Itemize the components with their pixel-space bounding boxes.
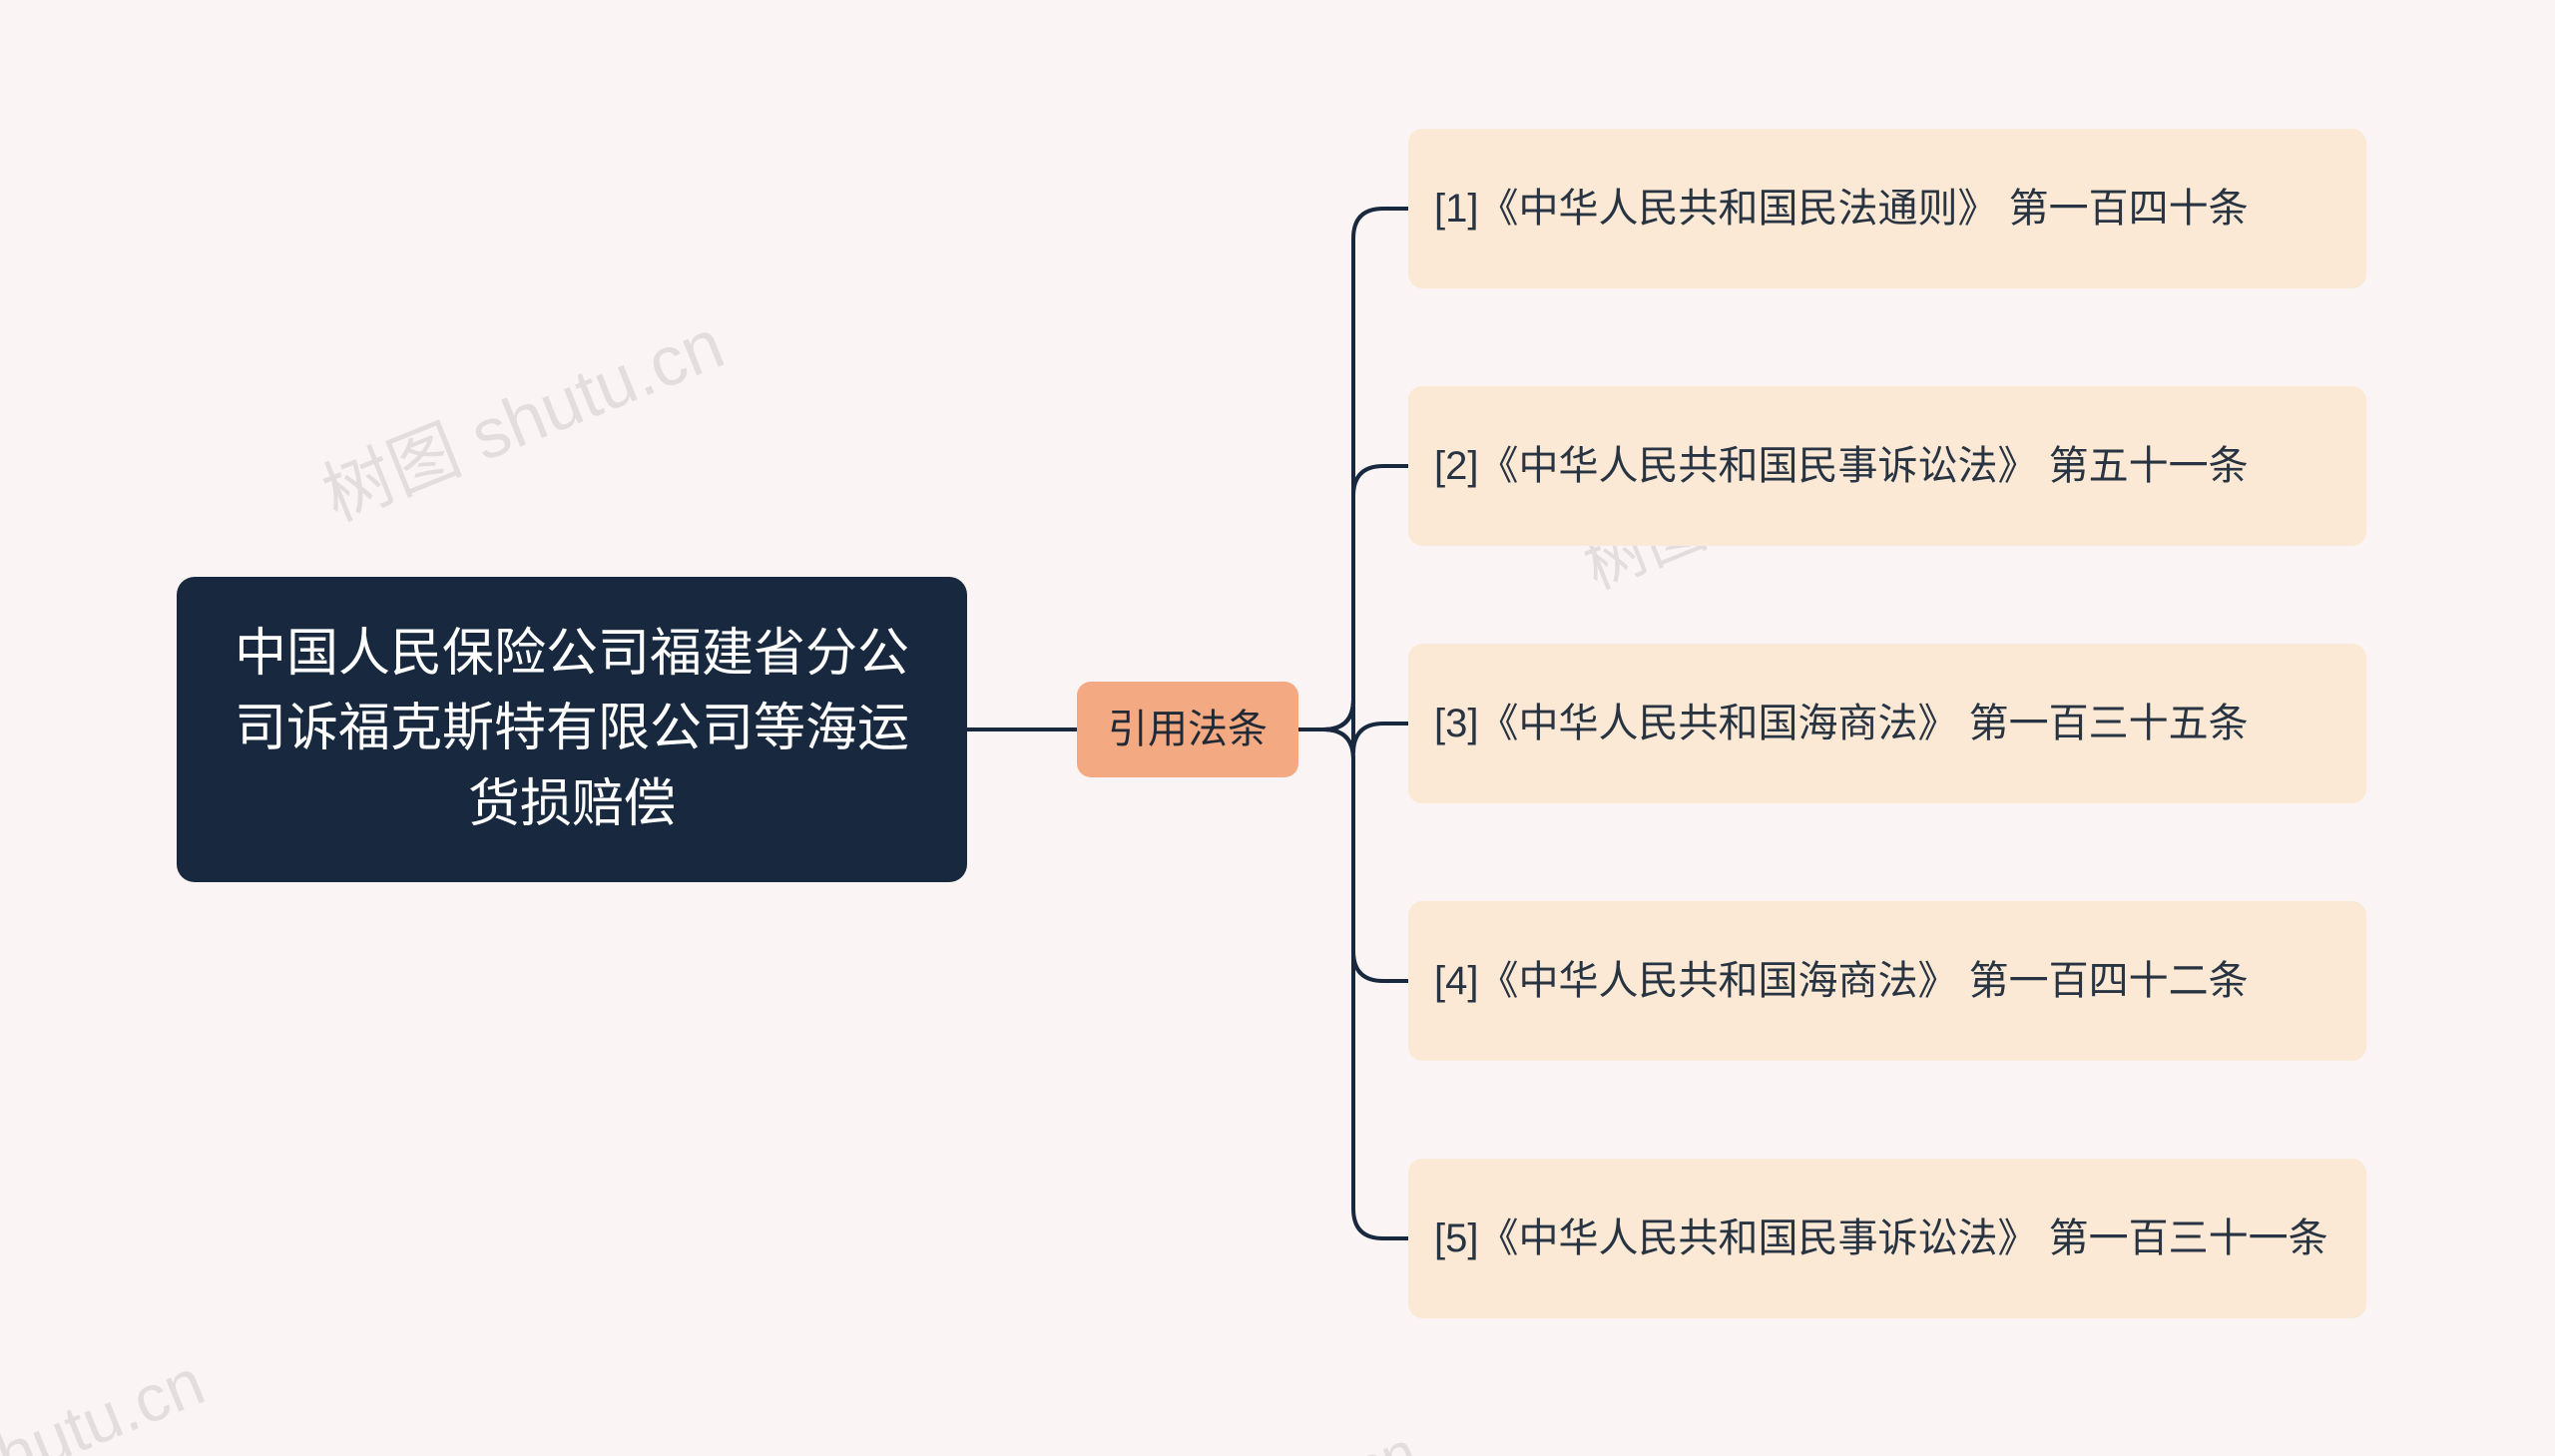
watermark: shutu.cn	[0, 1343, 215, 1456]
leaf-node-label: [3]《中华人民共和国海商法》 第一百三十五条	[1434, 695, 2249, 752]
branch-node-label: 引用法条	[1108, 701, 1268, 758]
leaf-node-label: [5]《中华人民共和国民事诉讼法》 第一百三十一条	[1434, 1210, 2328, 1267]
leaf-node-label: [1]《中华人民共和国民法通则》 第一百四十条	[1434, 180, 2249, 238]
watermark: shutu.cn	[1198, 1418, 1425, 1456]
branch-node[interactable]: 引用法条	[1077, 682, 1298, 777]
mindmap-canvas: 树图 shutu.cn树图 shutu.cnshutu.cnshutu.cn中国…	[0, 0, 2555, 1456]
leaf-node-label: [2]《中华人民共和国民事诉讼法》 第五十一条	[1434, 437, 2249, 495]
leaf-node[interactable]: [1]《中华人民共和国民法通则》 第一百四十条	[1408, 129, 2366, 288]
root-node-label: 中国人民保险公司福建省分公司诉福克斯特有限公司等海运货损赔偿	[213, 617, 931, 842]
watermark: 树图 shutu.cn	[306, 288, 737, 541]
leaf-node[interactable]: [3]《中华人民共和国海商法》 第一百三十五条	[1408, 644, 2366, 803]
leaf-node[interactable]: [2]《中华人民共和国民事诉讼法》 第五十一条	[1408, 386, 2366, 546]
leaf-node-label: [4]《中华人民共和国海商法》 第一百四十二条	[1434, 952, 2249, 1010]
leaf-node[interactable]: [4]《中华人民共和国海商法》 第一百四十二条	[1408, 901, 2366, 1061]
root-node[interactable]: 中国人民保险公司福建省分公司诉福克斯特有限公司等海运货损赔偿	[177, 577, 967, 882]
leaf-node[interactable]: [5]《中华人民共和国民事诉讼法》 第一百三十一条	[1408, 1159, 2366, 1318]
